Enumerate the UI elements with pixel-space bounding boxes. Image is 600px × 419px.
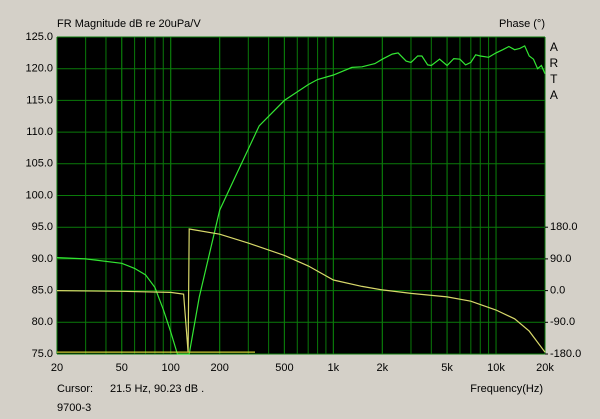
cursor-label: Cursor: [57, 383, 93, 395]
x-tick-label: 1k [328, 362, 340, 374]
x-tick-label: 200 [210, 362, 228, 374]
x-tick-label: 500 [275, 362, 293, 374]
x-tick-label: 100 [162, 362, 180, 374]
y-tick-label: 110.0 [26, 126, 53, 138]
y-tick-label: 75.0 [32, 348, 53, 360]
footer: 9700-3 [57, 402, 91, 414]
side-label: ARTA [547, 40, 561, 104]
y-tick-label: 85.0 [32, 285, 53, 297]
series-line [56, 45, 546, 355]
y-tick-label: 115.0 [26, 94, 53, 106]
y-tick-label: 80.0 [32, 316, 53, 328]
y2-tick-label: 0.0 [550, 285, 565, 297]
y2-tick-label: -90.0 [550, 316, 575, 328]
y-tick-label: 120.0 [25, 63, 53, 75]
y2-title: Phase (°) [499, 18, 545, 30]
x-tick-label: 5k [441, 362, 453, 374]
y2-tick-label: 90.0 [550, 253, 571, 265]
y-tick-label: 95.0 [32, 221, 53, 233]
y-tick-label: 100.0 [25, 189, 53, 201]
chart-title: FR Magnitude dB re 20uPa/V [57, 18, 201, 30]
y-tick-label: 125.0 [25, 31, 53, 43]
y2-tick-label: -180.0 [550, 348, 581, 360]
x-tick-label: 20 [51, 362, 63, 374]
x-tick-label: 2k [377, 362, 389, 374]
series-line [56, 228, 546, 353]
x-tick-label: 20k [536, 362, 554, 374]
y2-tick-label: 180.0 [550, 221, 578, 233]
x-tick-label: 50 [116, 362, 128, 374]
cursor-value: 21.5 Hz, 90.23 dB . [110, 383, 204, 395]
y-tick-label: 105.0 [25, 158, 53, 170]
x-tick-label: 10k [487, 362, 505, 374]
x-axis-label: Frequency(Hz) [470, 383, 543, 395]
y-tick-label: 90.0 [32, 253, 53, 265]
